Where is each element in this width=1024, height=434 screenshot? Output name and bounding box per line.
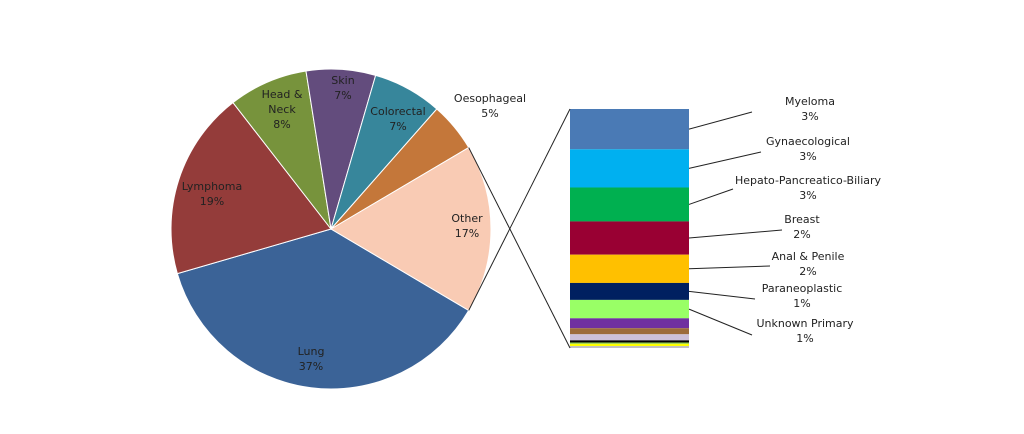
- bar-segment: [570, 343, 689, 347]
- bar-label-name: Unknown Primary: [756, 317, 854, 330]
- bar-label: Hepato-Pancreatico-Biliary 3%: [735, 174, 882, 202]
- bar-label-name: Gynaecological: [766, 135, 850, 148]
- bar-segment: [570, 328, 689, 335]
- bar-label: Myeloma 3%: [785, 95, 835, 123]
- bar-segment: [570, 109, 689, 150]
- pie-slice-lymphoma: [170, 101, 332, 275]
- bar-segment: [570, 299, 689, 319]
- bar-label-pct: 1%: [793, 297, 810, 310]
- pie-label-line: 5%: [481, 107, 498, 120]
- bar-label-name: Paraneoplastic: [762, 282, 843, 295]
- pie-label-line: 19%: [200, 195, 224, 208]
- bar-segment: [570, 342, 689, 344]
- pie-label-line: 17%: [455, 227, 479, 240]
- bar-label-pct: 3%: [801, 110, 818, 123]
- bar-label-name: Anal & Penile: [772, 250, 845, 263]
- pie-label-name: Other: [451, 212, 483, 225]
- connector-line-top: [468, 108, 571, 311]
- bar-label-name: Hepato-Pancreatico-Biliary: [735, 174, 882, 187]
- pie-label-name: Colorectal: [370, 105, 425, 118]
- bar-segment: [570, 318, 689, 329]
- pie-label: Lung 37%: [298, 345, 325, 373]
- pie-label-name: Skin: [331, 74, 354, 87]
- pie-label: Lymphoma 19%: [182, 180, 242, 208]
- bar-label-pct: 3%: [799, 150, 816, 163]
- bar-segment: [570, 221, 689, 255]
- pie-label: Skin 7%: [331, 74, 354, 102]
- leader-line: [688, 111, 753, 130]
- pie-label-line: Head &: [262, 88, 303, 101]
- pie-label: Oesophageal 5%: [454, 92, 526, 120]
- pie-slice-lung: [176, 228, 470, 390]
- pie-label-name: Oesophageal: [454, 92, 526, 105]
- bar-segment: [570, 149, 689, 188]
- bar-label: Breast 2%: [784, 213, 820, 241]
- bar-label-name: Myeloma: [785, 95, 835, 108]
- bar-label: Gynaecological 3%: [766, 135, 850, 163]
- bar-label: Unknown Primary 1%: [756, 317, 854, 345]
- bar-segment: [570, 282, 689, 300]
- leader-line: [688, 265, 771, 270]
- bar-label: Anal & Penile 2%: [772, 250, 845, 278]
- pie-label-line: 37%: [299, 360, 323, 373]
- bar-label-pct: 1%: [796, 332, 813, 345]
- pie-label-line: 7%: [334, 89, 351, 102]
- bar-segment: [570, 346, 689, 348]
- bar-segment: [570, 340, 689, 343]
- pie-label-line: Neck: [268, 103, 296, 116]
- bar-segment: [570, 187, 689, 222]
- pie-label-line: 8%: [273, 118, 290, 131]
- pie-label: Head & Neck 8%: [262, 88, 303, 131]
- leader-line: [688, 290, 756, 300]
- pie-label-name: Lymphoma: [182, 180, 242, 193]
- bar-label-pct: 3%: [799, 189, 816, 202]
- bar-segment: [570, 254, 689, 283]
- bar-label: Paraneoplastic 1%: [762, 282, 843, 310]
- leader-line: [688, 308, 753, 336]
- bar-segment: [570, 334, 689, 341]
- pie-label-name: Lung: [298, 345, 325, 358]
- leader-line: [688, 188, 734, 205]
- pie-label: Colorectal 7%: [370, 105, 425, 133]
- pie-label-line: 7%: [389, 120, 406, 133]
- bar-label-pct: 2%: [793, 228, 810, 241]
- leader-line: [688, 151, 762, 169]
- pie-label: Other 17%: [451, 212, 483, 240]
- bar-label-name: Breast: [784, 213, 820, 226]
- connector-line-bottom: [468, 147, 571, 349]
- leader-line: [688, 229, 783, 239]
- bar-label-pct: 2%: [799, 265, 816, 278]
